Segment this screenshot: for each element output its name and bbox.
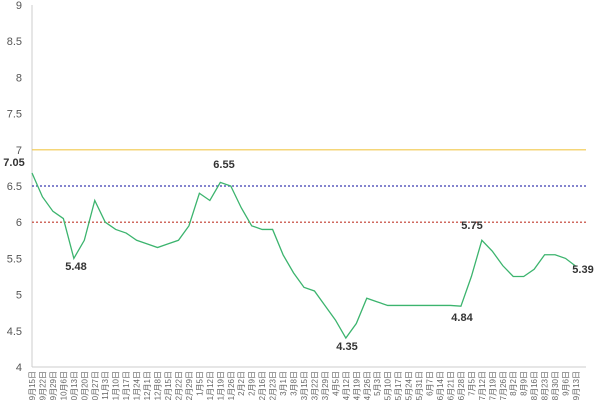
x-tick-label: 9月29日 <box>49 371 58 400</box>
x-tick-label: 12月8日 <box>154 371 163 400</box>
x-tick-label: 4月19日 <box>352 371 361 400</box>
x-tick-label: 5月17日 <box>394 371 403 400</box>
y-tick-label: 8 <box>16 72 22 84</box>
x-tick-label: 10月20日 <box>80 371 89 400</box>
x-tick-label: 1月5日 <box>195 371 204 396</box>
y-tick-label: 8.5 <box>7 36 22 48</box>
x-tick-label: 3月1日 <box>279 371 288 396</box>
x-tick-label: 5月3日 <box>373 371 382 396</box>
x-tick-label: 6月21日 <box>446 371 455 400</box>
x-tick-label: 6月7日 <box>426 371 435 396</box>
x-tick-label: 4月5日 <box>331 371 340 396</box>
y-tick-label: 7 <box>16 145 22 157</box>
x-tick-label: 1月12日 <box>206 371 215 400</box>
x-tick-label: 7月12日 <box>478 371 487 400</box>
annotation: 4.84 <box>451 312 473 324</box>
x-tick-label: 9月22日 <box>38 371 47 400</box>
annotation: 6.55 <box>213 159 234 171</box>
x-tick-label: 12月15日 <box>164 371 173 400</box>
x-tick-label: 10月13日 <box>70 371 79 400</box>
x-tick-label: 10月6日 <box>59 371 68 400</box>
y-tick-label: 5 <box>16 290 22 302</box>
x-tick-label: 7月26日 <box>499 371 508 400</box>
y-tick-label: 6.5 <box>7 181 22 193</box>
x-tick-label: 5月31日 <box>415 371 424 400</box>
annotation: 5.39 <box>572 264 593 276</box>
x-tick-label: 7月19日 <box>488 371 497 400</box>
annotation: 5.75 <box>461 220 482 232</box>
y-tick-label: 7.5 <box>7 109 22 121</box>
y-tick-label: 4 <box>16 362 22 374</box>
x-tick-label: 4月12日 <box>342 371 351 400</box>
x-tick-label: 12月22日 <box>174 371 183 400</box>
x-tick-label: 6月14日 <box>436 371 445 400</box>
x-tick-label: 5月10日 <box>384 371 393 400</box>
x-tick-label: 5月24日 <box>405 371 414 400</box>
y-tick-label: 6 <box>16 217 22 229</box>
y-tick-label: 4.5 <box>7 326 22 338</box>
x-tick-label: 3月8日 <box>290 371 299 396</box>
x-tick-label: 11月17日 <box>122 371 131 400</box>
x-tick-label: 10月27日 <box>91 371 100 400</box>
x-tick-label: 1月26日 <box>227 371 236 400</box>
x-tick-label: 11月3日 <box>101 371 110 400</box>
x-tick-label: 6月28日 <box>457 371 466 400</box>
x-tick-label: 9月6日 <box>562 371 571 396</box>
x-tick-label: 12月1日 <box>143 371 152 400</box>
x-tick-label: 2月2日 <box>237 371 246 396</box>
x-tick-label: 4月26日 <box>363 371 372 400</box>
x-tick-label: 11月10日 <box>112 371 121 400</box>
x-tick-label: 8月16日 <box>530 371 539 400</box>
x-tick-label: 2月23日 <box>269 371 278 400</box>
x-tick-label: 8月23日 <box>541 371 550 400</box>
x-tick-label: 7月5日 <box>467 371 476 396</box>
x-tick-label: 9月13日 <box>572 371 581 400</box>
x-tick-label: 8月2日 <box>509 371 518 396</box>
annotation: 4.35 <box>336 341 357 353</box>
y-tick-label: 9 <box>16 0 22 12</box>
x-tick-label: 8月9日 <box>520 371 529 396</box>
x-tick-label: 9月15日 <box>28 371 37 400</box>
annotation: 7.05 <box>3 157 24 169</box>
x-tick-label: 2月9日 <box>248 371 257 396</box>
annotation: 5.48 <box>65 261 86 273</box>
x-tick-label: 8月30日 <box>551 371 560 400</box>
line-series <box>31 172 577 340</box>
x-tick-label: 12月29日 <box>185 371 194 400</box>
x-tick-label: 1月19日 <box>216 371 225 400</box>
x-tick-label: 11月24日 <box>133 371 142 400</box>
y-tick-label: 5.5 <box>7 253 22 265</box>
x-tick-label: 2月16日 <box>258 371 267 400</box>
x-tick-label: 3月15日 <box>300 371 309 400</box>
x-tick-label: 3月22日 <box>310 371 319 400</box>
x-tick-label: 3月29日 <box>321 371 330 400</box>
